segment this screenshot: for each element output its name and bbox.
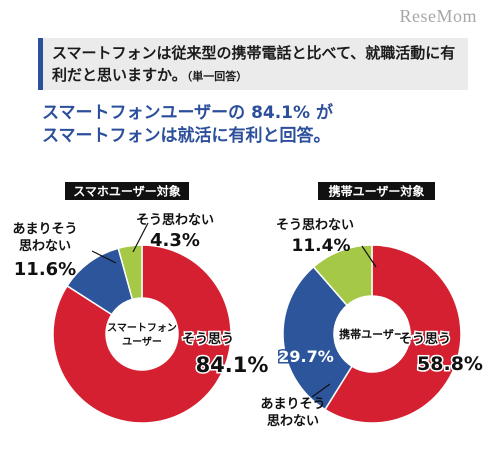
- question-box: スマートフォンは従来型の携帯電話と比べて、就職活動に有利だと思いますか。（単一回…: [38, 38, 468, 90]
- slice-value: 4.3%: [150, 230, 200, 251]
- slice-value: 84.1%: [196, 353, 269, 377]
- center-label: 携帯ユーザー: [339, 327, 405, 341]
- chart-title: スマホユーザー対象: [73, 184, 180, 199]
- slice-value: 29.7%: [278, 347, 334, 366]
- leader-line: [91, 250, 117, 264]
- chart-title-box: [65, 182, 189, 200]
- slice-label: あまりそう: [260, 397, 325, 412]
- slice-value: 58.8%: [417, 353, 483, 375]
- slice-label: そう思う: [399, 332, 451, 347]
- slice-label: そう思わない: [136, 213, 214, 228]
- slice-mostly-no: [282, 265, 353, 411]
- leader-line: [132, 222, 149, 253]
- slice-label: そう思わない: [276, 218, 354, 233]
- chart-title-box: [318, 182, 435, 200]
- slice-value: 11.6%: [14, 259, 76, 280]
- headline-line-2: スマートフォンは就活に有利と回答。: [42, 126, 331, 146]
- donut-chart-1: [52, 182, 232, 424]
- leader-line: [361, 245, 377, 268]
- headline: スマートフォンユーザーの 84.1% が スマートフォンは就活に有利と回答。: [42, 102, 472, 148]
- question-accent-bar: [38, 38, 43, 90]
- slice-label: 思わない: [267, 414, 319, 429]
- donut-chart-2: [282, 182, 462, 424]
- slice-value: 11.4%: [292, 236, 351, 256]
- donut-hole: [106, 298, 178, 370]
- slice-label: そう思う: [182, 332, 234, 347]
- question-text: スマートフォンは従来型の携帯電話と比べて、就職活動に有利だと思いますか。（単一回…: [52, 42, 462, 88]
- slice-label: 思わない: [19, 239, 71, 254]
- center-label: ユーザー: [122, 336, 162, 348]
- chart-title: 携帯ユーザー対象: [329, 184, 425, 199]
- resemom-watermark: ReseMom: [399, 6, 477, 26]
- leader-line: [311, 383, 331, 398]
- slice-label: あまりそう: [12, 222, 77, 237]
- donut-hole: [334, 296, 410, 372]
- question-note: （単一回答）: [186, 70, 248, 83]
- headline-line-1: スマートフォンユーザーの 84.1% が: [42, 103, 333, 123]
- question-main: スマートフォンは従来型の携帯電話と比べて、就職活動に有利だと思いますか。: [52, 44, 456, 84]
- center-label: スマートフォン: [107, 322, 177, 334]
